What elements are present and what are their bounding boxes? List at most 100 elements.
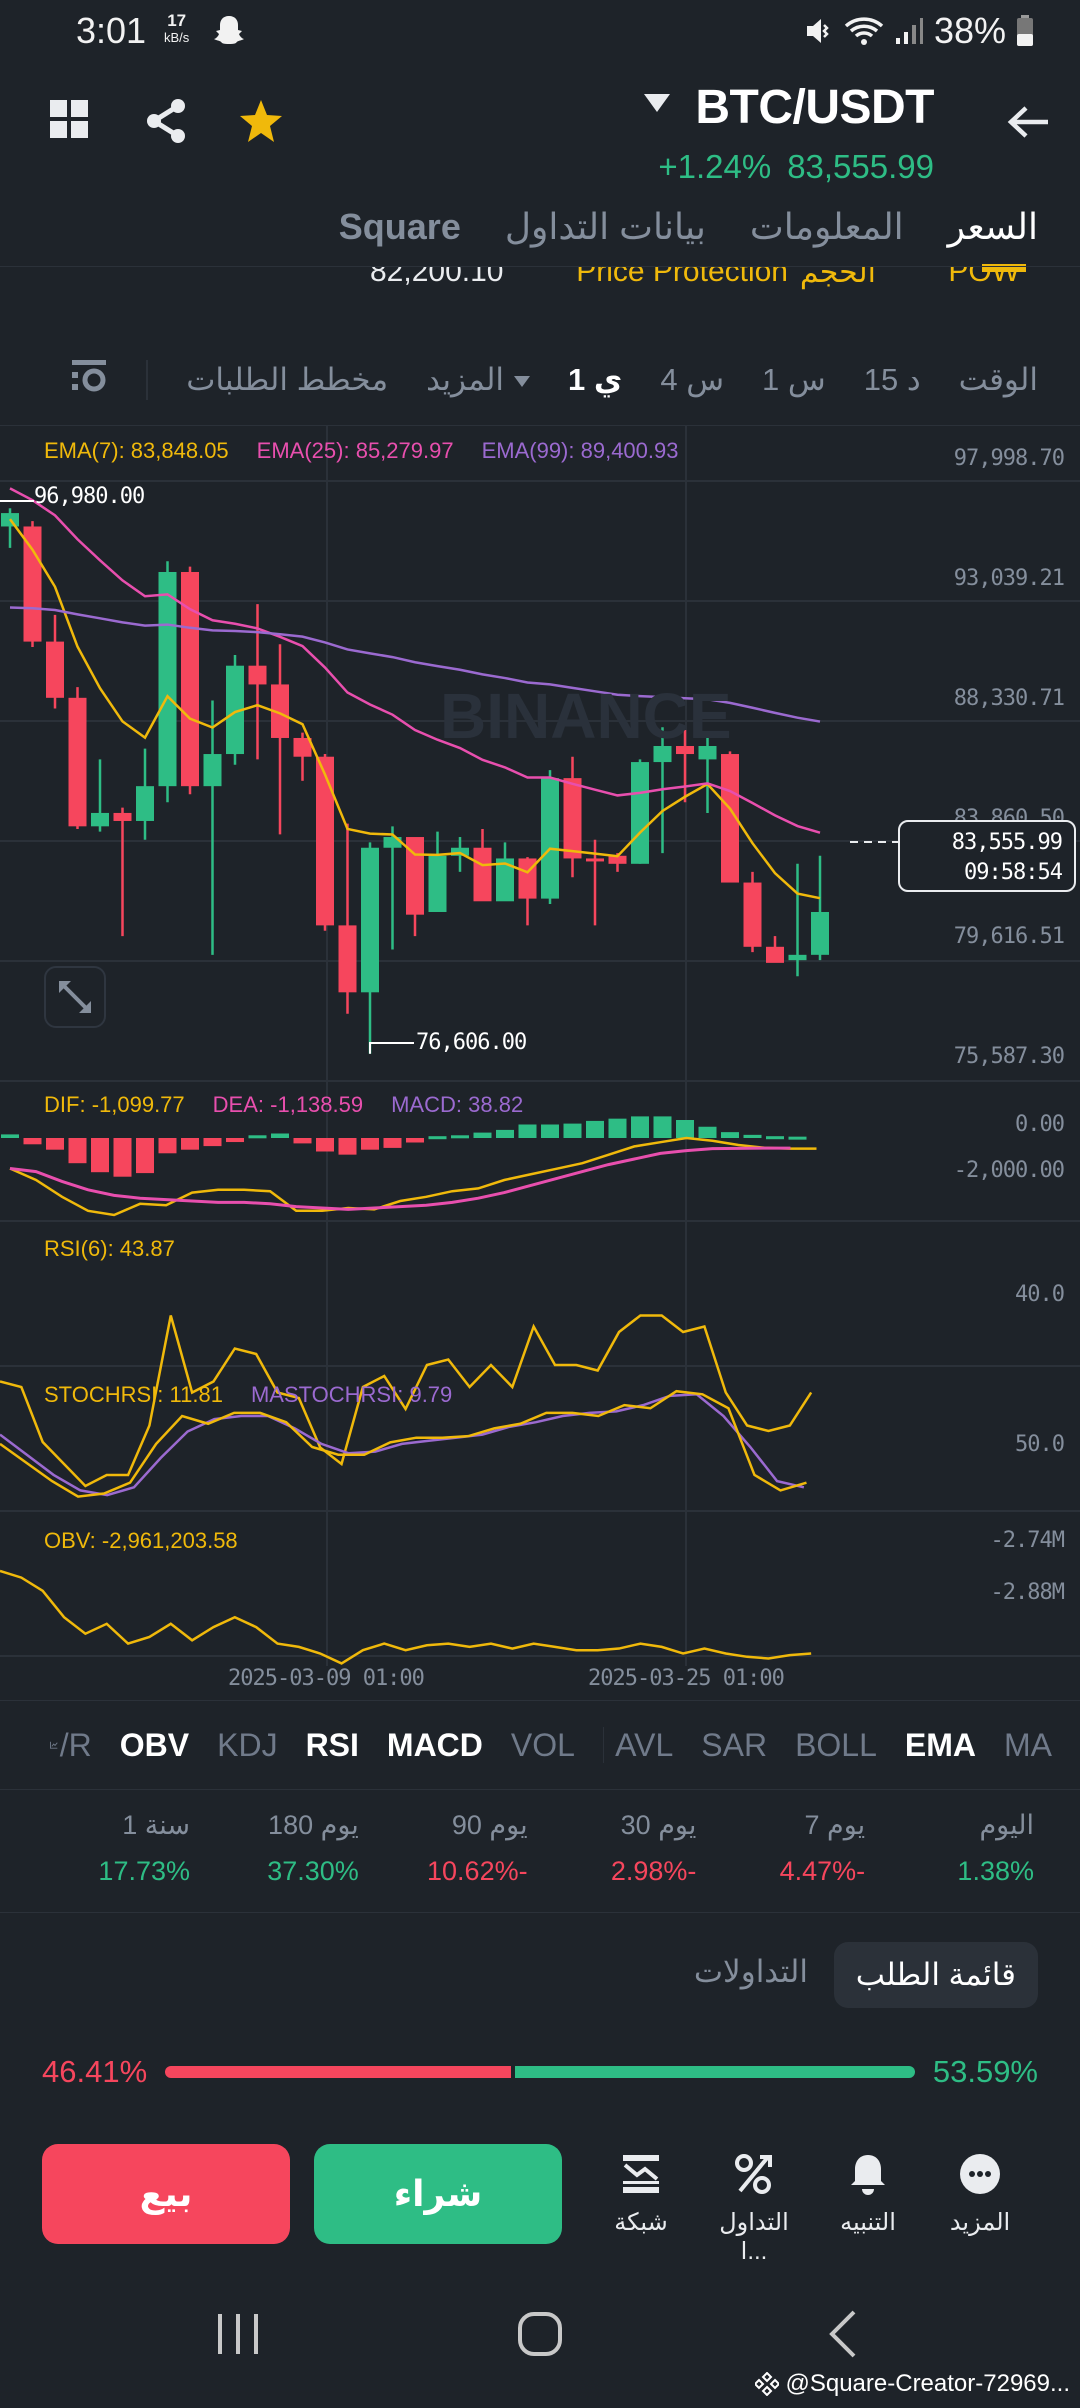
more-button[interactable]: المزيد bbox=[930, 2148, 1030, 2237]
tf-4h[interactable]: 4 س bbox=[660, 362, 725, 397]
tab-order-book[interactable]: قائمة الطلب bbox=[833, 1942, 1038, 2008]
perf-180d: 180 يوم 37.30% bbox=[267, 1810, 359, 1886]
recent-apps-icon[interactable] bbox=[216, 2310, 260, 2358]
star-favorite-icon[interactable] bbox=[238, 98, 284, 149]
tf-more[interactable]: المزيد bbox=[426, 362, 531, 398]
tab-square[interactable]: Square bbox=[338, 206, 461, 247]
buy-button[interactable]: شراء bbox=[314, 2144, 562, 2244]
ema7-legend: EMA(7): 83,848.05 bbox=[44, 438, 229, 463]
ind-sar[interactable]: SAR bbox=[701, 1726, 768, 1763]
tab-trades[interactable]: التداولات bbox=[693, 1954, 808, 1989]
binance-logo-icon bbox=[755, 2372, 780, 2396]
tab-trading-data[interactable]: بيانات التداول bbox=[504, 206, 706, 247]
back-arrow-icon[interactable] bbox=[1006, 104, 1050, 145]
expand-icon bbox=[59, 981, 91, 1013]
chevron-down-icon bbox=[514, 376, 531, 388]
perf-today: اليوم 1.38% bbox=[957, 1810, 1034, 1886]
home-icon[interactable] bbox=[516, 2310, 564, 2358]
status-right: 38% bbox=[804, 10, 1034, 52]
obv-y-tick: -2.88M bbox=[990, 1580, 1065, 1605]
indicator-tabs: /R OBV KDJ RSI MACD VOL AVL SAR BOLL EMA… bbox=[0, 1700, 1080, 1790]
alert-button[interactable]: التنبيه bbox=[818, 2148, 918, 2237]
sell-ratio: 46.41% bbox=[42, 2054, 148, 2089]
x-tick: 2025-03-25 01:00 bbox=[588, 1666, 785, 1691]
divider bbox=[146, 360, 149, 400]
indicator-settings-icon[interactable] bbox=[50, 1729, 58, 1761]
price-summary: +1.24% 83,555.99 bbox=[658, 148, 934, 186]
bell-icon bbox=[851, 2155, 885, 2195]
stochrsi-legend: STOCHRSI: 11.81 MASTOCHRSI: 9.79 bbox=[44, 1382, 453, 1407]
x-tick: 2025-03-09 01:00 bbox=[228, 1666, 425, 1691]
y-tick: 75,587.30 bbox=[953, 1044, 1065, 1069]
svg-text:BINANCE: BINANCE bbox=[440, 680, 732, 752]
ratio-bar bbox=[165, 2066, 915, 2078]
percent-icon bbox=[735, 2154, 772, 2194]
strip-pow: POW bbox=[948, 266, 1020, 288]
tab-price[interactable]: السعر bbox=[947, 206, 1038, 272]
back-nav-icon[interactable] bbox=[826, 2310, 860, 2358]
status-time: 3:01 bbox=[76, 10, 147, 51]
stoch-y-tick: 50.0 bbox=[1015, 1432, 1065, 1457]
chart-area[interactable]: BINANCE bbox=[0, 425, 1080, 1695]
pair-dropdown-caret[interactable] bbox=[644, 94, 670, 112]
ind-kdj[interactable]: KDJ bbox=[217, 1726, 278, 1763]
price-change-pct: +1.24% bbox=[658, 148, 772, 185]
divider bbox=[0, 1912, 1080, 1913]
strip-value: 82,200.10 bbox=[370, 266, 504, 288]
perf-7d: 7 يوم 4.47%- bbox=[779, 1810, 866, 1886]
rsi-legend: RSI(6): 43.87 bbox=[44, 1236, 175, 1261]
y-tick: 93,039.21 bbox=[953, 566, 1065, 591]
obv-legend: OBV: -2,961,203.58 bbox=[44, 1528, 238, 1553]
perf-30d: 30 يوم 2.98%- bbox=[610, 1810, 697, 1886]
main-tabs: السعر المعلومات بيانات التداول Square bbox=[338, 206, 1038, 272]
tf-1d[interactable]: 1 ي bbox=[568, 362, 623, 397]
share-icon[interactable] bbox=[144, 98, 188, 149]
ema99-legend: EMA(99): 89,400.93 bbox=[481, 438, 679, 463]
perf-90d: 90 يوم 10.62%- bbox=[427, 1810, 528, 1886]
status-bar: 3:01 17 kB/s 38% bbox=[0, 0, 1080, 64]
grid-layout-icon[interactable] bbox=[50, 100, 90, 145]
tf-1h[interactable]: 1 س bbox=[762, 362, 826, 397]
buy-sell-ratio: 46.41% 53.59% bbox=[42, 2052, 1038, 2092]
grid-trading-button[interactable]: شبكة bbox=[591, 2148, 691, 2237]
ind-ema[interactable]: EMA bbox=[904, 1726, 976, 1763]
expand-chart-button[interactable] bbox=[44, 966, 106, 1028]
macd-legend: DIF: -1,099.77 DEA: -1,138.59 MACD: 38.8… bbox=[44, 1092, 524, 1117]
watermark: @Square-Creator-72969... bbox=[755, 2370, 1070, 2398]
obv-y-tick: -2.74M bbox=[990, 1528, 1065, 1553]
pair-title[interactable]: BTC/USDT bbox=[695, 81, 934, 134]
chart-settings-icon[interactable] bbox=[72, 360, 107, 400]
battery-pct: 38% bbox=[933, 10, 1006, 51]
grid-bot-icon bbox=[623, 2155, 659, 2193]
ind-avl[interactable]: AVL bbox=[615, 1726, 674, 1763]
ind-boll[interactable]: BOLL bbox=[795, 1726, 877, 1763]
candlestick-chart[interactable]: BINANCE bbox=[0, 426, 1080, 1696]
y-tick: 79,616.51 bbox=[953, 924, 1065, 949]
perf-1y: 1 سنة 17.73% bbox=[98, 1810, 190, 1886]
ind-obv[interactable]: OBV bbox=[119, 1726, 190, 1763]
tab-info[interactable]: المعلومات bbox=[749, 206, 904, 247]
trading-bot-button[interactable]: التداول ا... bbox=[704, 2148, 804, 2266]
battery-icon bbox=[1017, 15, 1033, 46]
depth-chart-tab[interactable]: مخطط الطلبات bbox=[186, 362, 389, 397]
sell-button[interactable]: بيع bbox=[42, 2144, 290, 2244]
ind-wr[interactable]: /R bbox=[59, 1726, 92, 1763]
current-price-tag: 83,555.99 09:58:54 bbox=[898, 820, 1076, 892]
performance-row: اليوم 1.38% 7 يوم 4.47%- 30 يوم 2.98%- 90 ي… bbox=[0, 1810, 1080, 1887]
snapchat-icon bbox=[214, 14, 244, 53]
buy-ratio: 53.59% bbox=[932, 2054, 1038, 2089]
low-marker: 76,606.00 bbox=[416, 1030, 527, 1055]
ind-rsi[interactable]: RSI bbox=[305, 1726, 359, 1763]
strip-price-protection[interactable]: Price Protection bbox=[576, 266, 788, 288]
wifi-icon bbox=[844, 17, 884, 45]
ind-vol[interactable]: VOL bbox=[510, 1726, 575, 1763]
macd-y-tick: -2,000.00 bbox=[953, 1158, 1065, 1183]
ind-ma[interactable]: MA bbox=[1004, 1726, 1052, 1763]
y-tick: 88,330.71 bbox=[953, 686, 1065, 711]
strip-volume: الحجم bbox=[799, 266, 876, 289]
macd-y-tick: 0.00 bbox=[1015, 1112, 1065, 1137]
last-price: 83,555.99 bbox=[787, 148, 934, 185]
ind-macd[interactable]: MACD bbox=[386, 1726, 483, 1763]
tf-time-label[interactable]: الوقت bbox=[958, 362, 1038, 397]
tf-15m[interactable]: 15 د bbox=[863, 362, 921, 397]
